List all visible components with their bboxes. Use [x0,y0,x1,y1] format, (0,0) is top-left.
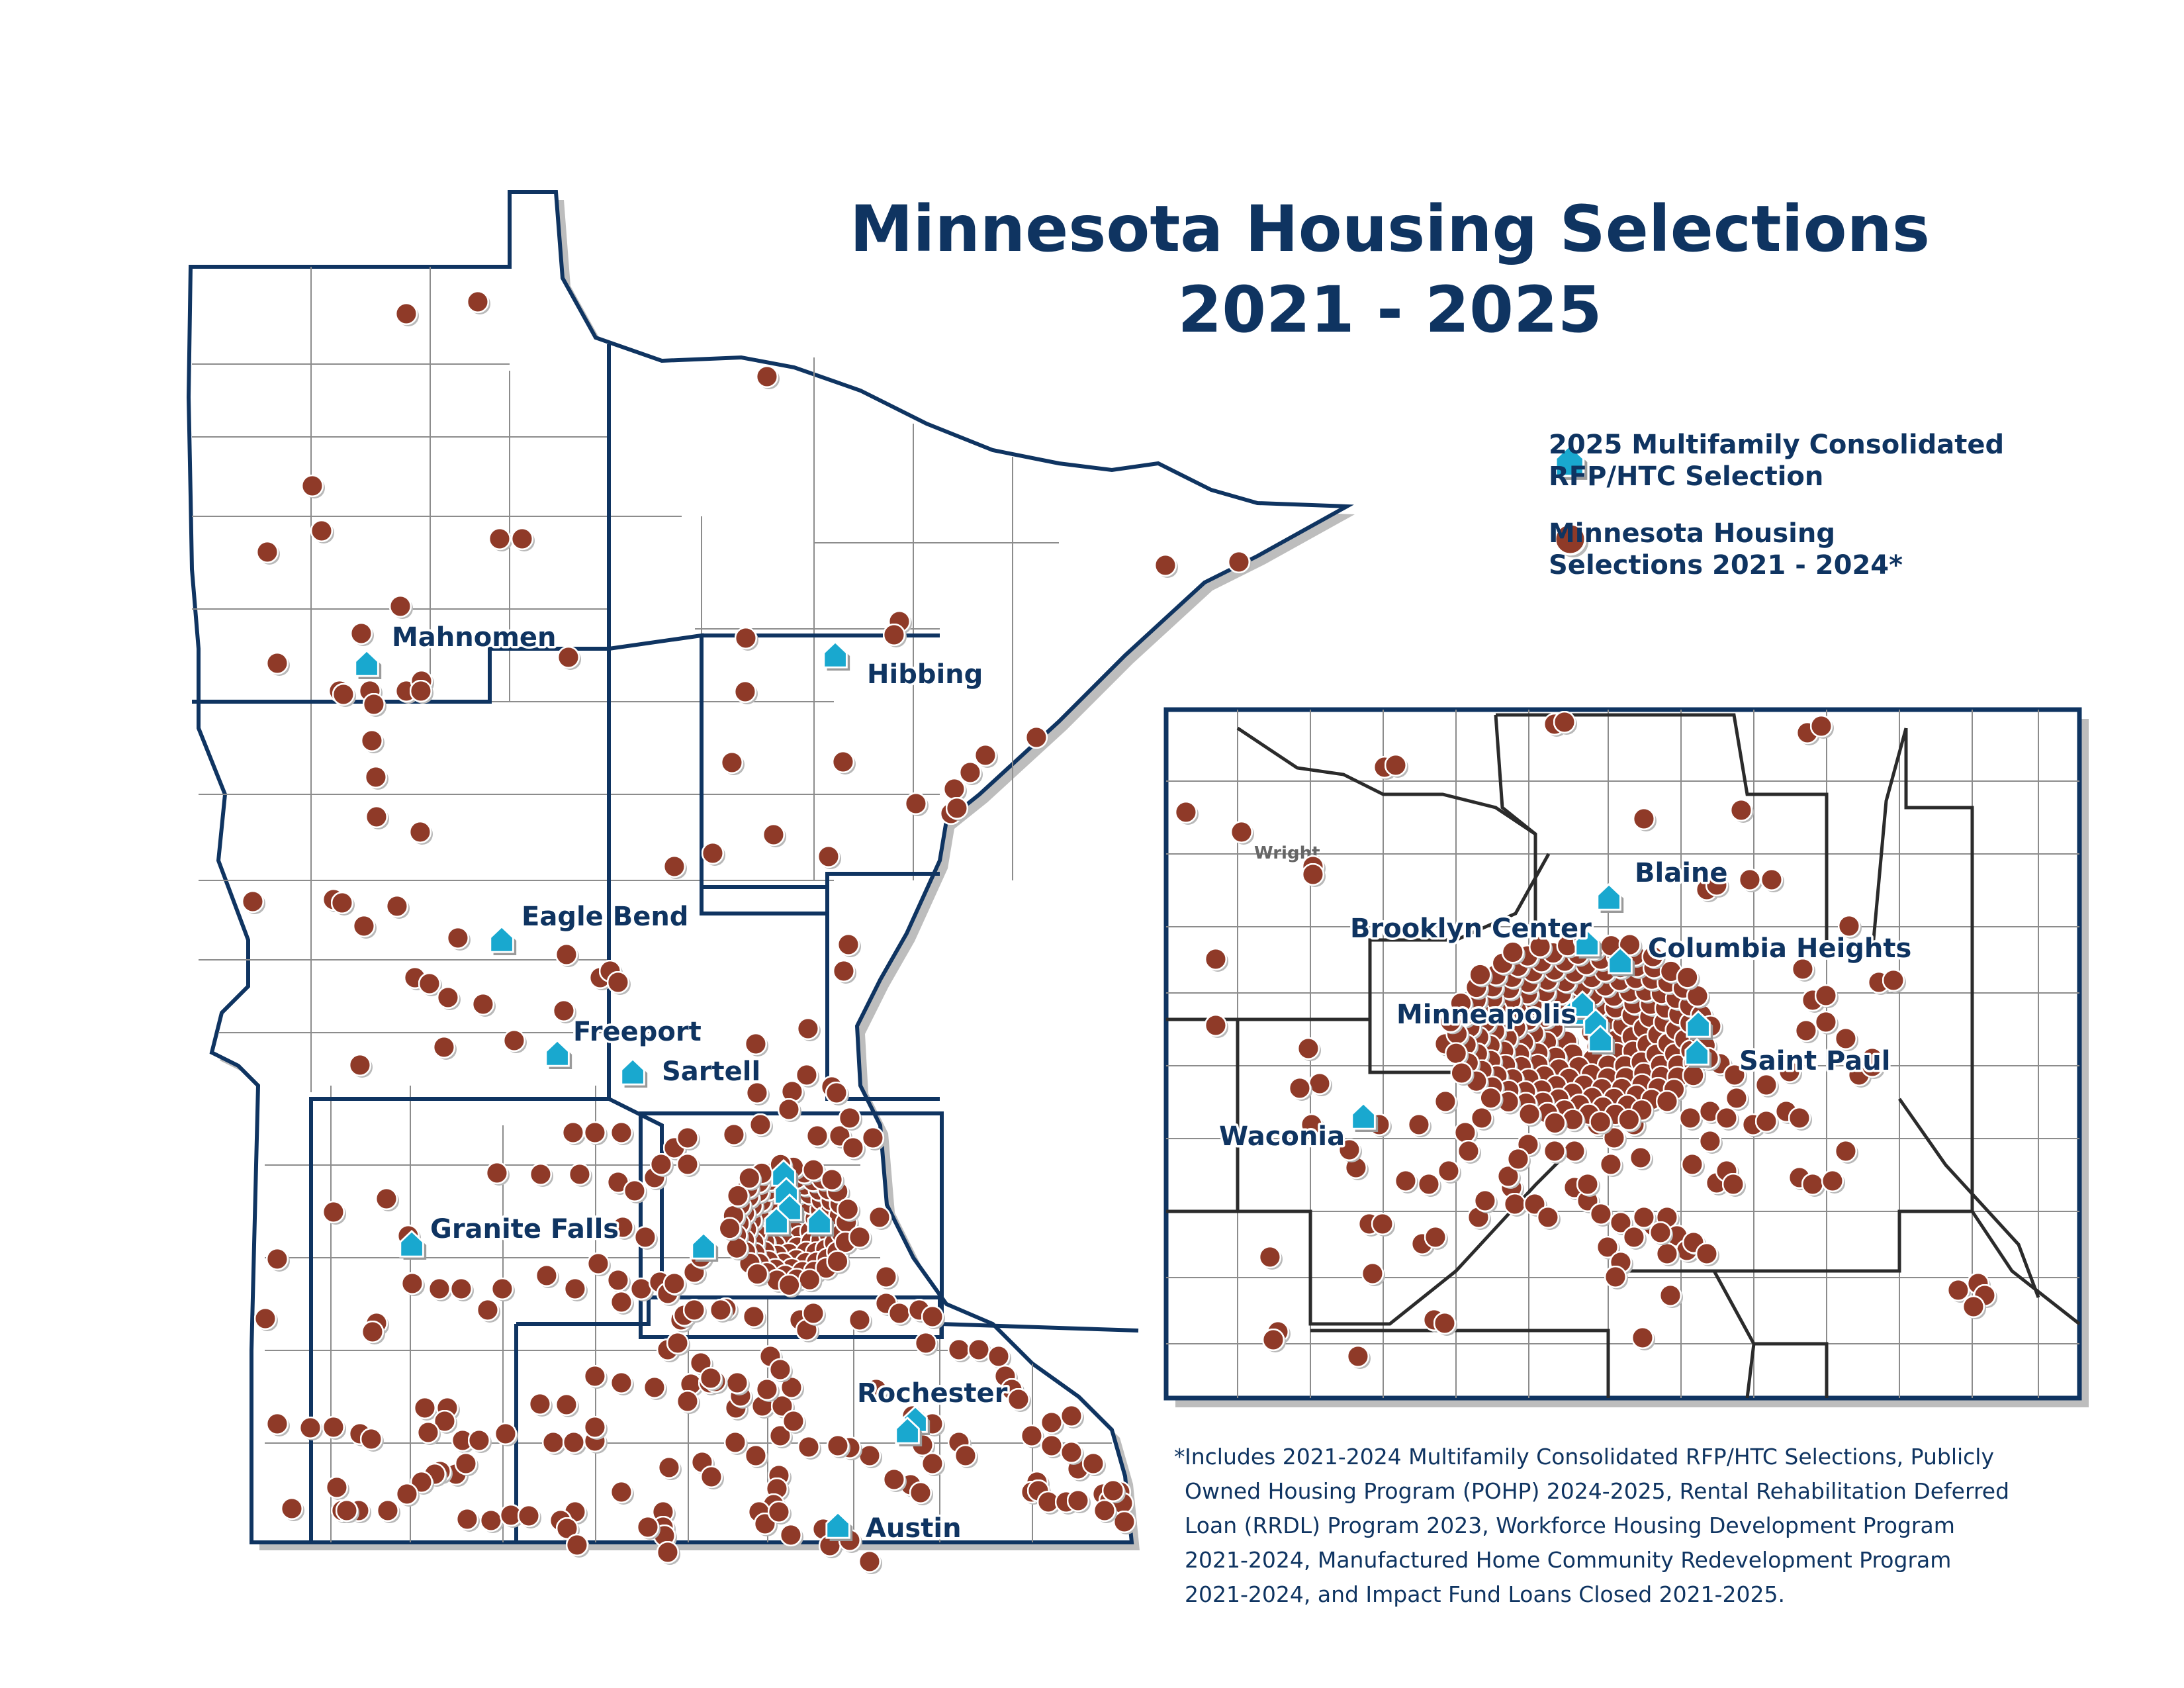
footnote-line-4: 2021-2024, Manufactured Home Community R… [1185,1547,1952,1573]
city-label-rochester: Rochester [857,1378,1008,1409]
title-line-1: Minnesota Housing Selections [850,192,1930,266]
city-label-mahnomen: Mahnomen [392,622,557,653]
city-label-granite-falls: Granite Falls [430,1214,619,1244]
legend-item-1-line-1: 2025 Multifamily Consolidated [1549,430,2005,460]
city-label-columbia-heights: Columbia Heights [1648,933,1911,964]
footnote-line-1: Includes 2021-2024 Multifamily Consolida… [1185,1444,1994,1470]
city-label-brooklyn-center: Brooklyn Center [1350,914,1592,944]
minnesota-outline [186,190,1354,1544]
legend-item-2025-selection: 2025 Multifamily Consolidated RFP/HTC Se… [1549,429,2004,492]
city-label-sartell: Sartell [662,1056,760,1087]
city-label-hibbing: Hibbing [867,659,983,690]
footnote-line-5: 2021-2024, and Impact Fund Loans Closed … [1185,1581,1786,1607]
map-title: Minnesota Housing Selections 2021 - 2025 [794,189,1985,350]
city-label-waconia: Waconia [1219,1121,1345,1152]
title-line-2: 2021 - 2025 [1177,273,1602,347]
footnote-line-3: Loan (RRDL) Program 2023, Workforce Hous… [1185,1513,1955,1538]
footnote-asterisk: * [1174,1444,1185,1470]
legend-item-1-line-2: RFP/HTC Selection [1549,461,1824,492]
footnote-line-2: Owned Housing Program (POHP) 2024-2025, … [1185,1478,2010,1504]
legend-item-2-line-1: Minnesota Housing [1549,518,1835,549]
city-label-saint-paul: Saint Paul [1739,1046,1890,1076]
region-boundaries [192,344,1139,1542]
footnote: * Includes 2021-2024 Multifamily Consoli… [1174,1440,2111,1612]
city-label-freeport: Freeport [573,1017,702,1047]
legend-item-2021-2024-selections: Minnesota Housing Selections 2021 - 2024… [1549,518,1903,581]
city-label-minneapolis: Minneapolis [1396,1000,1576,1030]
city-label-austin: Austin [866,1513,962,1544]
city-label-blaine: Blaine [1635,858,1728,888]
selection-dot [858,1550,882,1574]
city-label-eagle-bend: Eagle Bend [522,902,688,932]
legend-item-2-line-2: Selections 2021 - 2024* [1549,550,1903,581]
